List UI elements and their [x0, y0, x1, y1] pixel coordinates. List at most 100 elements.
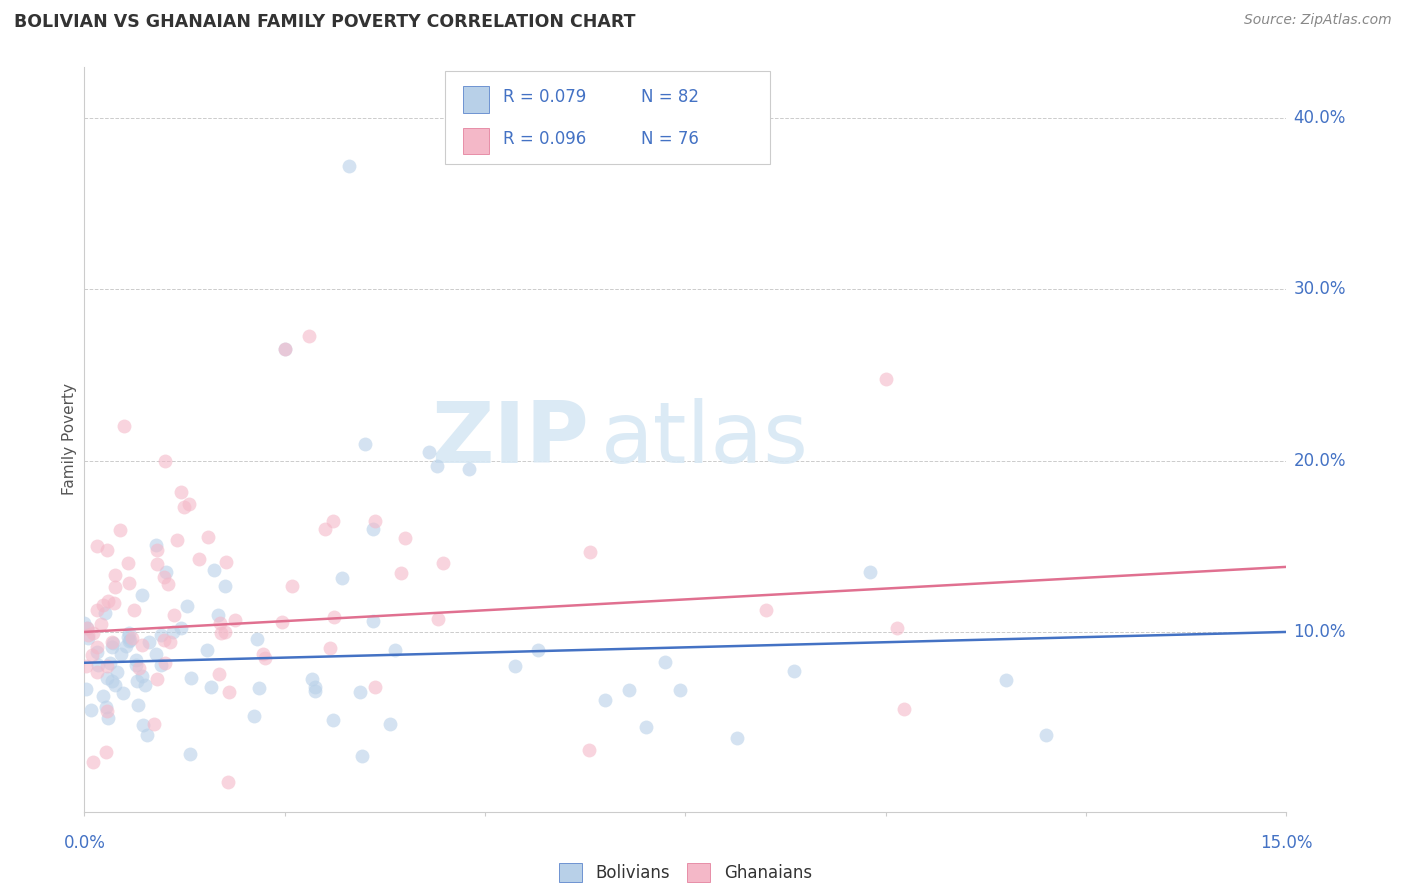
Point: [301, 672, 323, 686]
Point: [104, 678, 127, 692]
Bar: [463, 128, 489, 154]
Point: [217, 775, 239, 789]
Point: [94, 606, 117, 620]
Point: [209, 626, 232, 640]
Point: [169, 484, 191, 499]
Point: [118, 625, 141, 640]
Point: [304, 680, 326, 694]
Point: [80, 648, 103, 663]
Point: [361, 614, 384, 628]
Point: [170, 621, 193, 635]
Point: [218, 685, 240, 699]
Point: [132, 717, 155, 731]
Point: [145, 672, 167, 686]
Point: [195, 643, 218, 657]
Point: [117, 630, 139, 644]
Point: [103, 580, 125, 594]
Point: [100, 635, 122, 649]
Point: [135, 728, 157, 742]
Point: [118, 575, 141, 590]
Point: [114, 419, 135, 434]
Point: [274, 343, 297, 357]
Point: [619, 683, 641, 698]
Point: [143, 717, 166, 731]
Point: [159, 635, 181, 649]
Point: [150, 628, 173, 642]
Point: [86, 603, 108, 617]
Point: [134, 678, 156, 692]
Point: [138, 635, 160, 649]
Text: N = 76: N = 76: [641, 129, 699, 147]
Point: [90, 617, 112, 632]
Point: [100, 673, 122, 688]
Point: [432, 557, 454, 571]
Point: [80, 703, 103, 717]
Point: [215, 555, 238, 569]
Point: [101, 640, 124, 655]
Point: [173, 500, 195, 515]
Point: [91, 598, 114, 612]
Point: [118, 634, 141, 648]
Point: [153, 453, 176, 467]
Point: [93, 689, 115, 703]
Bar: [463, 87, 489, 112]
Text: N = 82: N = 82: [641, 87, 699, 105]
Text: 15.0%: 15.0%: [1260, 834, 1313, 852]
Point: [252, 648, 274, 662]
Point: [224, 613, 246, 627]
Point: [87, 658, 110, 673]
Point: [82, 755, 104, 769]
Point: [384, 643, 406, 657]
Point: [394, 531, 416, 545]
Point: [97, 593, 120, 607]
Point: [146, 557, 169, 571]
Point: [352, 748, 374, 763]
Point: [75, 659, 97, 673]
Point: [122, 603, 145, 617]
Point: [783, 664, 806, 678]
Point: [243, 709, 266, 723]
Text: ZIP: ZIP: [432, 398, 589, 481]
Text: atlas: atlas: [602, 398, 810, 481]
Text: R = 0.096: R = 0.096: [503, 129, 586, 147]
Point: [152, 633, 174, 648]
Point: [96, 543, 118, 558]
Point: [82, 625, 104, 640]
Text: 20.0%: 20.0%: [1294, 451, 1346, 470]
Point: [128, 661, 150, 675]
Point: [202, 563, 225, 577]
Point: [188, 552, 211, 566]
Point: [578, 545, 600, 559]
Point: [153, 570, 176, 584]
Point: [97, 710, 120, 724]
Point: [76, 621, 98, 635]
Y-axis label: Family Poverty: Family Poverty: [62, 384, 77, 495]
Point: [110, 523, 132, 537]
Point: [281, 579, 304, 593]
Point: [319, 640, 342, 655]
Point: [155, 566, 177, 580]
Point: [103, 596, 125, 610]
Point: [98, 656, 121, 670]
Point: [131, 588, 153, 602]
Point: [73, 615, 96, 630]
Point: [208, 667, 231, 681]
Point: [426, 458, 449, 473]
Point: [121, 632, 143, 646]
Point: [197, 530, 219, 544]
Text: 30.0%: 30.0%: [1294, 280, 1346, 299]
Point: [180, 671, 202, 685]
Point: [115, 640, 138, 654]
Text: R = 0.079: R = 0.079: [503, 87, 586, 105]
Point: [246, 632, 269, 647]
Point: [200, 680, 222, 694]
Point: [94, 745, 117, 759]
Point: [176, 599, 198, 613]
Point: [314, 522, 336, 536]
Point: [859, 565, 882, 579]
Point: [86, 539, 108, 553]
Point: [120, 633, 142, 648]
Point: [378, 716, 401, 731]
Point: [111, 686, 134, 700]
Point: [177, 496, 200, 510]
